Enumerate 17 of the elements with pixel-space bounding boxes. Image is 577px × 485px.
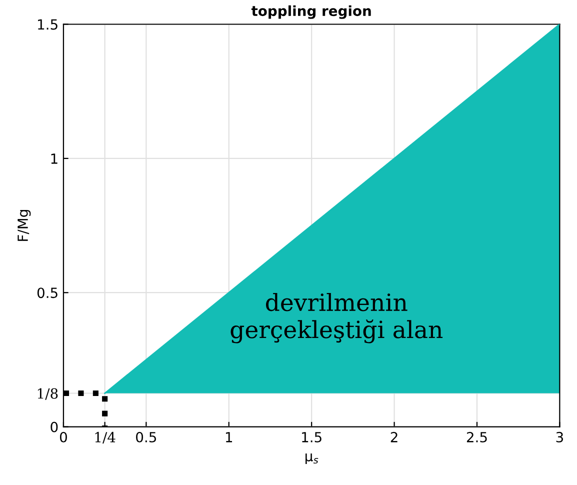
x-tick-label: 3 xyxy=(556,432,563,442)
x-tick-label: 2 xyxy=(390,432,398,442)
x-tick-label: 2.5 xyxy=(466,432,487,442)
x-tick-label: 0 xyxy=(60,432,67,442)
x-tick-label: 1.5 xyxy=(302,432,322,442)
y-tick-label: 1/8 xyxy=(38,388,58,400)
y-tick-label: 0 xyxy=(50,422,58,432)
chart-title: toppling region xyxy=(251,5,371,19)
y-tick-label: 1 xyxy=(51,154,58,164)
x-tick-label: 1 xyxy=(226,432,232,442)
y-tick-label: 1.5 xyxy=(38,19,58,30)
y-axis-title: F/Mg xyxy=(18,210,31,241)
x-axis-title: μ$_{s}$ xyxy=(306,454,318,464)
annotation: devrilmenin gerçekleştiği alan xyxy=(230,292,443,344)
x-tick-label: 1/4 xyxy=(95,432,116,444)
x-tick-label: 0.5 xyxy=(136,432,156,442)
y-tick-label: 0.5 xyxy=(37,288,58,298)
